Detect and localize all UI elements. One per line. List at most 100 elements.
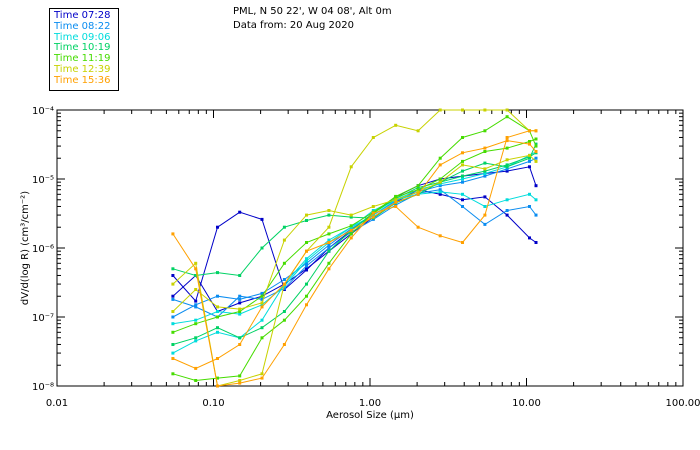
data-point	[260, 291, 264, 295]
data-point	[438, 163, 442, 167]
legend-entry: Time 12:39	[54, 63, 111, 75]
data-point	[305, 303, 308, 307]
data-point	[171, 351, 175, 355]
series-line	[172, 154, 537, 312]
data-point	[483, 172, 487, 175]
data-point	[483, 205, 487, 208]
data-point	[238, 301, 242, 305]
data-point	[194, 299, 198, 303]
data-point	[505, 169, 509, 173]
data-point	[238, 294, 242, 298]
data-point	[171, 297, 175, 301]
data-series	[171, 108, 538, 388]
y-tick-label: 10⁻⁶	[32, 244, 54, 255]
data-point	[260, 301, 264, 305]
data-point	[416, 190, 420, 194]
data-point	[438, 182, 442, 186]
data-point	[238, 312, 242, 316]
data-point	[282, 225, 286, 229]
data-point	[528, 153, 531, 157]
data-point	[461, 163, 464, 167]
data-point	[528, 205, 531, 208]
data-point	[216, 305, 219, 309]
data-point	[238, 297, 242, 301]
data-point	[349, 227, 353, 231]
y-tick-label: 10⁻⁵	[32, 175, 54, 186]
legend-entry: Time 07:28	[54, 10, 111, 21]
data-point	[238, 310, 242, 313]
data-point	[171, 232, 175, 236]
data-point	[305, 241, 308, 244]
data-point	[528, 159, 531, 163]
legend-entry: Time 15:36	[54, 74, 111, 86]
series-line	[172, 116, 537, 382]
data-point	[194, 303, 198, 307]
data-point	[534, 142, 538, 146]
data-point	[349, 215, 353, 219]
data-point	[238, 210, 242, 214]
data-point	[282, 286, 286, 290]
data-point	[461, 136, 464, 139]
data-point	[260, 294, 264, 298]
data-point	[327, 209, 331, 212]
data-point	[371, 211, 375, 215]
data-point	[505, 136, 509, 139]
data-point	[216, 326, 219, 330]
data-point	[171, 372, 175, 376]
data-point	[349, 213, 353, 217]
data-point	[327, 267, 331, 271]
data-point	[461, 169, 464, 173]
data-point	[171, 274, 175, 277]
x-tick-label: 10.00	[512, 398, 541, 409]
data-point	[394, 205, 398, 208]
data-point	[349, 228, 353, 232]
data-point	[416, 225, 420, 229]
data-point	[394, 194, 398, 198]
data-point	[416, 129, 420, 133]
data-point	[371, 213, 375, 217]
data-point	[461, 241, 464, 244]
data-point	[534, 241, 538, 244]
data-point	[371, 215, 375, 219]
data-point	[416, 186, 420, 190]
series-line	[172, 138, 537, 333]
data-point	[534, 150, 538, 153]
data-point	[194, 336, 198, 340]
data-point	[505, 108, 509, 112]
data-point	[438, 156, 442, 160]
data-point	[394, 123, 398, 127]
data-point	[194, 305, 198, 309]
data-point	[194, 322, 198, 326]
data-point	[327, 238, 331, 242]
data-point	[171, 282, 175, 286]
data-point	[238, 343, 242, 346]
data-point	[194, 261, 198, 265]
data-point	[505, 139, 509, 143]
data-point	[534, 156, 538, 160]
legend-entry: Time 08:22	[54, 20, 111, 32]
data-point	[260, 217, 264, 221]
x-tick-label: 0.01	[46, 398, 68, 409]
data-point	[483, 146, 487, 150]
data-point	[238, 381, 242, 385]
data-point	[238, 336, 242, 340]
data-point	[371, 205, 375, 208]
data-point	[483, 150, 487, 153]
data-point	[260, 326, 264, 330]
data-point	[438, 190, 442, 194]
data-point	[461, 192, 464, 196]
data-point	[528, 129, 531, 133]
data-point	[238, 379, 242, 382]
data-point	[282, 278, 286, 281]
series-line	[172, 109, 536, 387]
data-point	[260, 372, 264, 376]
data-point	[305, 261, 308, 265]
y-tick-label: 10⁻⁷	[32, 313, 54, 324]
data-point	[483, 195, 487, 199]
data-point	[282, 343, 286, 346]
data-point	[238, 374, 242, 378]
series-line	[172, 157, 537, 318]
data-point	[505, 158, 509, 162]
data-point	[438, 188, 442, 192]
